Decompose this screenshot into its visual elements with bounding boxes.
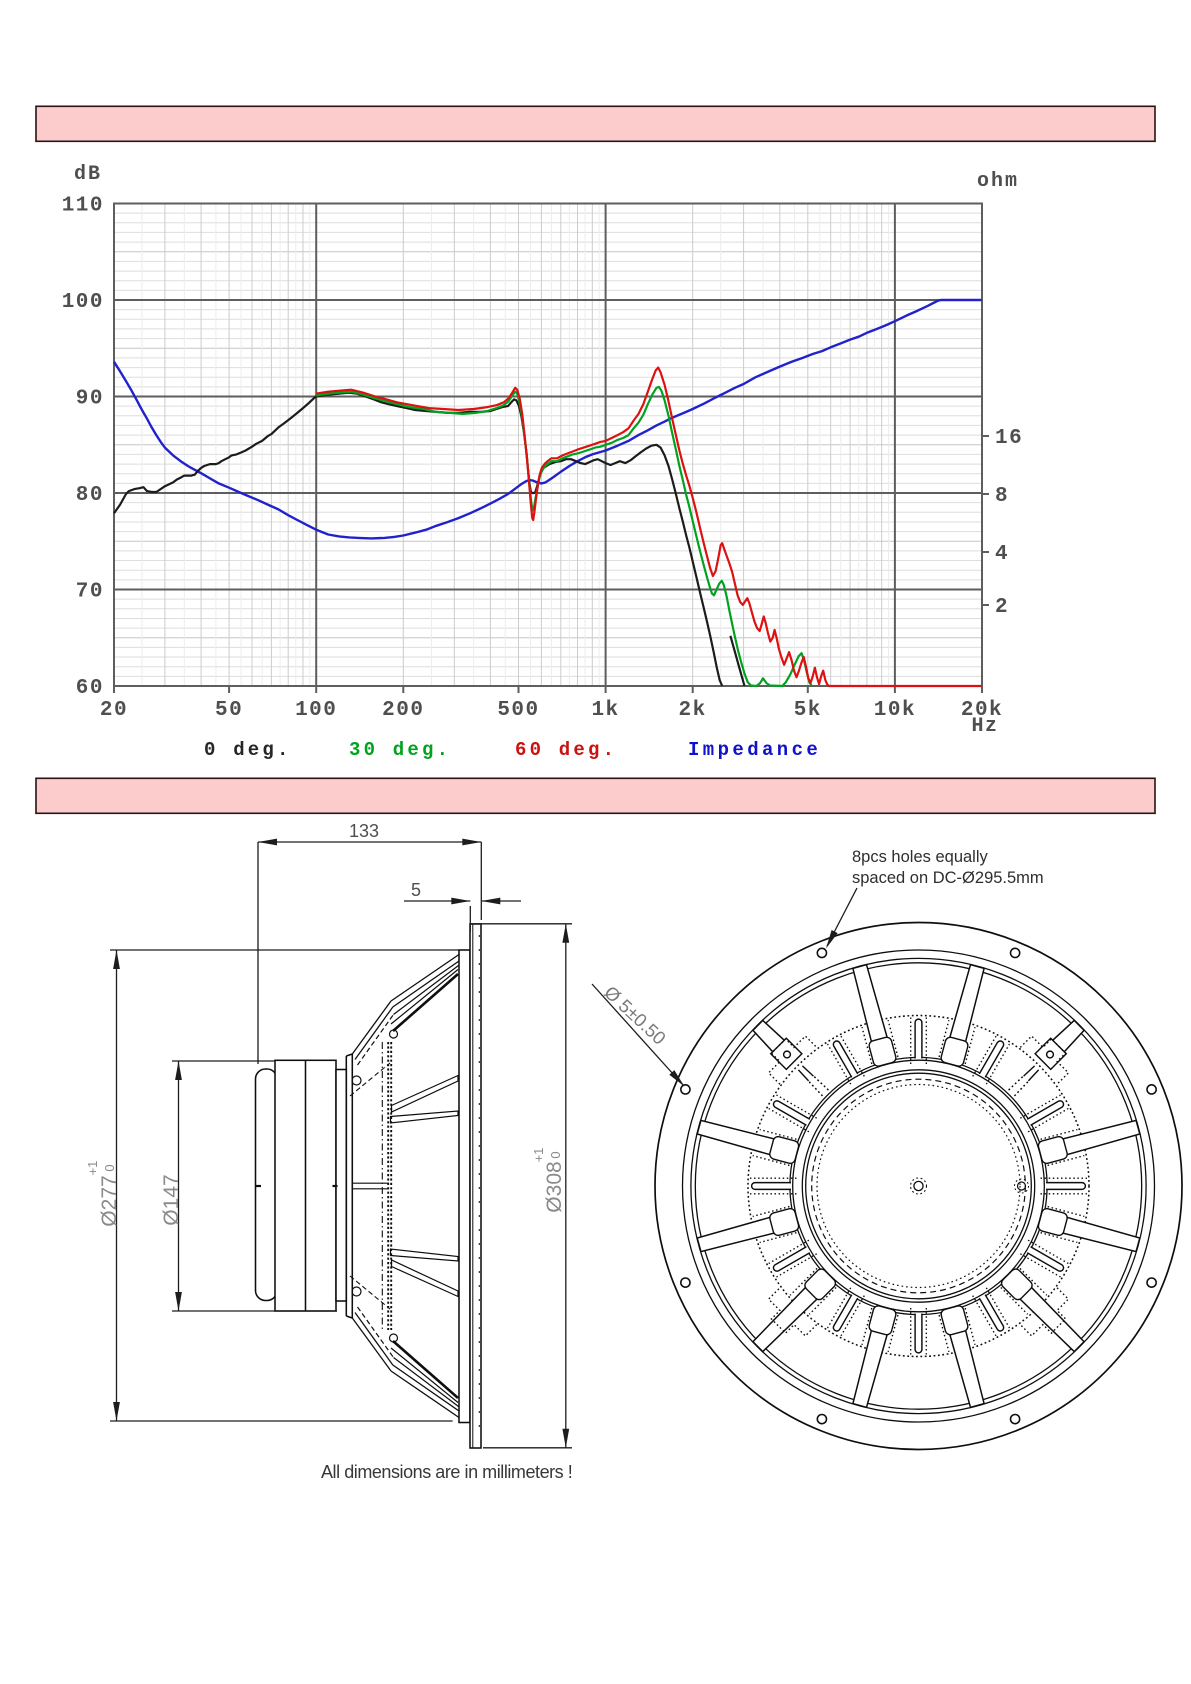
svg-text:1k: 1k (591, 699, 619, 722)
svg-text:Ø308: Ø308 (543, 1161, 566, 1212)
svg-text:100: 100 (295, 699, 337, 722)
svg-text:16: 16 (995, 427, 1023, 450)
svg-text:20: 20 (100, 699, 128, 722)
svg-text:4: 4 (995, 543, 1009, 566)
svg-text:5k: 5k (794, 699, 822, 722)
svg-text:0: 0 (102, 1164, 117, 1171)
svg-text:Impedance: Impedance (688, 739, 821, 761)
svg-text:+1: +1 (85, 1161, 100, 1176)
svg-text:10k: 10k (874, 699, 916, 722)
svg-text:ohm: ohm (977, 170, 1019, 193)
svg-text:All dimensions are in millimet: All dimensions are in millimeters ! (321, 1462, 572, 1482)
svg-text:50: 50 (215, 699, 243, 722)
svg-text:Ø277: Ø277 (98, 1175, 121, 1226)
svg-text:20k: 20k (961, 699, 1003, 722)
svg-text:8: 8 (995, 485, 1009, 508)
svg-text:spaced on DC-Ø295.5mm: spaced on DC-Ø295.5mm (852, 869, 1044, 887)
svg-text:500: 500 (497, 699, 539, 722)
svg-text:2k: 2k (679, 699, 707, 722)
svg-text:70: 70 (76, 581, 104, 604)
svg-text:0: 0 (548, 1151, 563, 1158)
svg-text:133: 133 (349, 821, 379, 841)
svg-text:2: 2 (995, 596, 1009, 619)
svg-text:80: 80 (76, 484, 104, 507)
svg-text:+1: +1 (531, 1148, 546, 1163)
svg-text:110: 110 (62, 195, 104, 218)
svg-text:8pcs holes equally: 8pcs holes equally (852, 848, 989, 866)
svg-text:90: 90 (76, 388, 104, 411)
svg-text:Hz: Hz (971, 715, 998, 738)
svg-text:60 deg.: 60 deg. (515, 739, 617, 761)
svg-text:30 deg.: 30 deg. (349, 739, 451, 761)
svg-text:100: 100 (62, 291, 104, 314)
svg-text:5: 5 (411, 880, 421, 900)
svg-text:0 deg.: 0 deg. (204, 739, 292, 761)
svg-text:Ø 5±0.50: Ø 5±0.50 (600, 982, 670, 1049)
svg-text:200: 200 (382, 699, 424, 722)
svg-text:Ø147: Ø147 (160, 1174, 183, 1225)
svg-text:dB: dB (74, 163, 102, 186)
svg-text:60: 60 (76, 677, 104, 700)
